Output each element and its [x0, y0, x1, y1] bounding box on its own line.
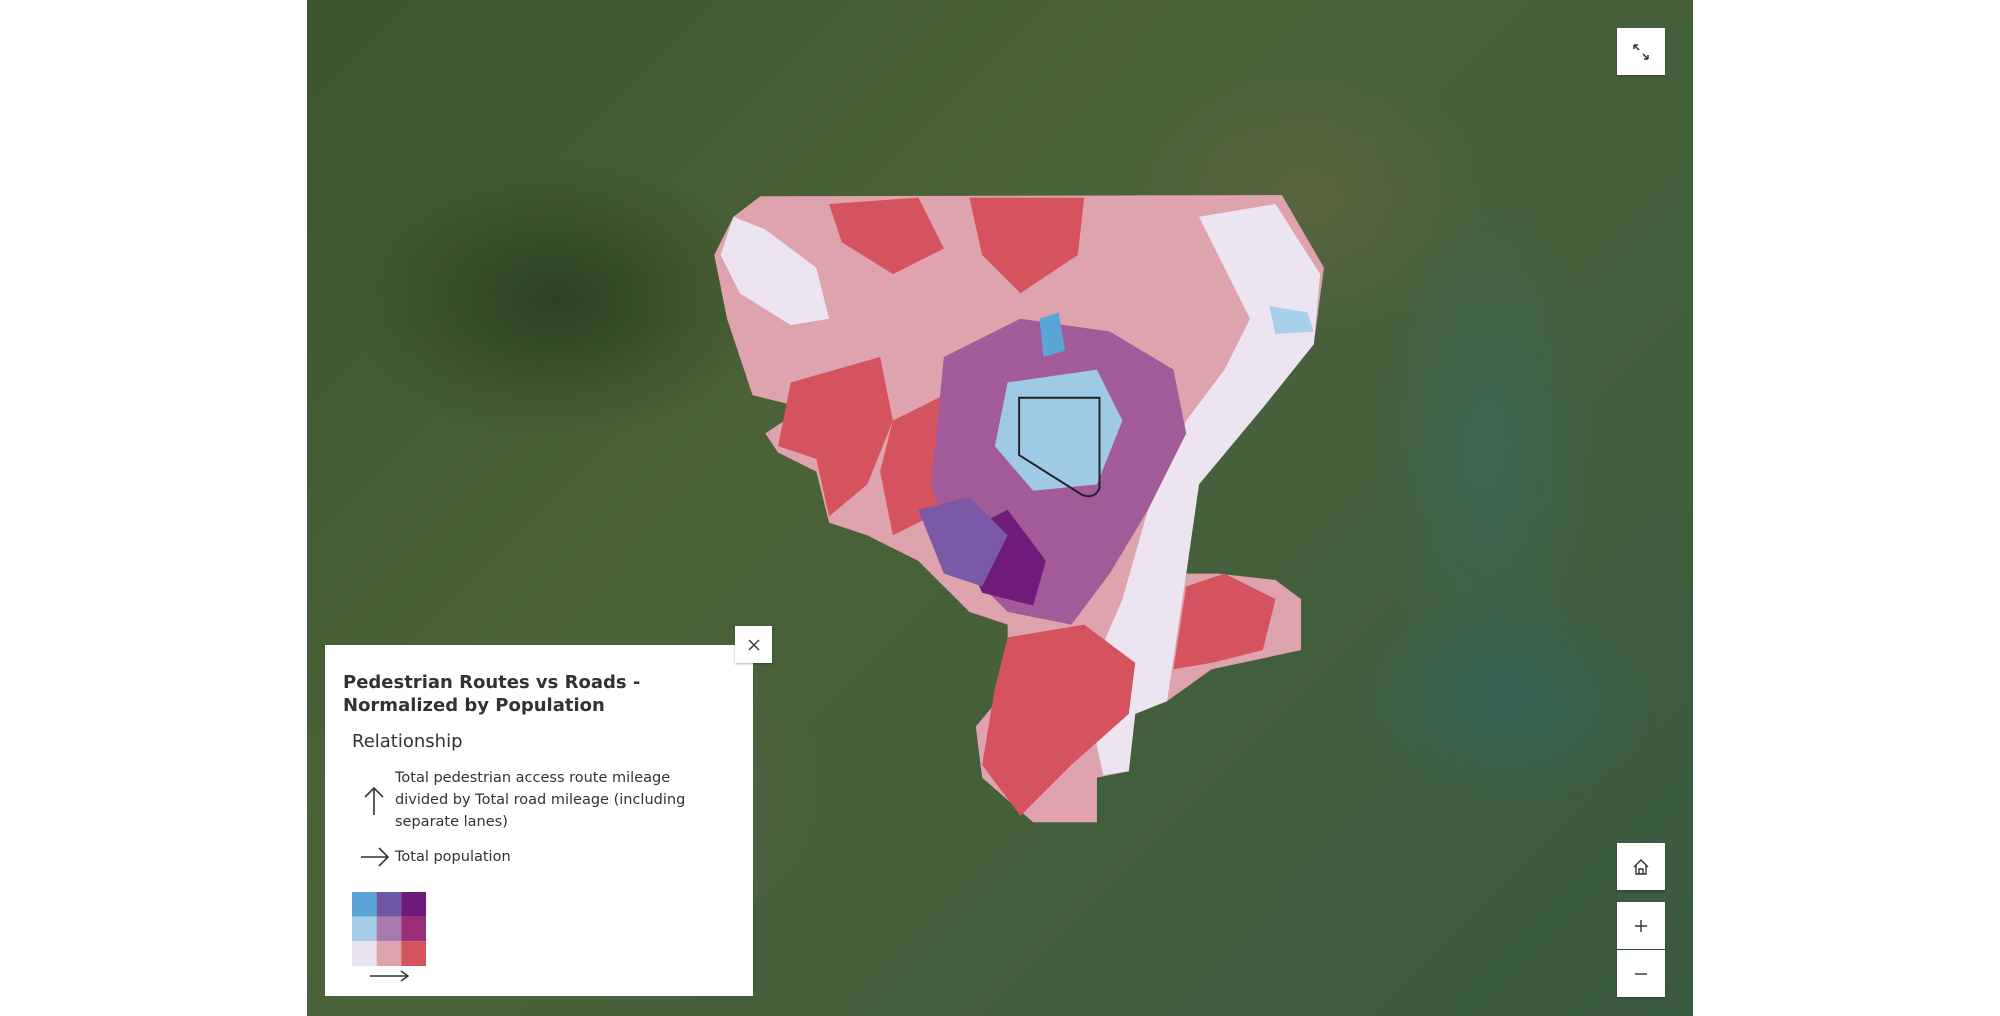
- legend-subtitle: Relationship: [352, 731, 463, 752]
- zoom-out-button[interactable]: [1617, 950, 1665, 997]
- region-blue: [1039, 312, 1066, 357]
- fullscreen-button[interactable]: [1617, 28, 1665, 75]
- close-icon: [748, 639, 759, 650]
- up-arrow-icon: [364, 786, 384, 815]
- legend-field-label: Total population: [395, 849, 511, 865]
- legend-field-label: Total pedestrian access route mileage di…: [395, 770, 686, 830]
- home-icon: [1633, 858, 1649, 875]
- zoom-in-button[interactable]: [1617, 902, 1665, 949]
- region-red: [829, 197, 944, 275]
- plus-icon: [1635, 919, 1647, 932]
- region-red: [982, 624, 1136, 816]
- right-arrow-icon: [361, 847, 390, 867]
- region-red: [778, 356, 893, 517]
- region-purple: [918, 497, 1008, 587]
- home-button[interactable]: [1617, 843, 1665, 890]
- expand-icon: [1633, 43, 1649, 60]
- legend-title: Pedestrian Routes vs Roads - Normalized …: [343, 672, 641, 716]
- region-red: [1173, 573, 1276, 670]
- region-pale: [720, 216, 830, 326]
- x-arrow-icon: [370, 970, 410, 982]
- minus-icon: [1635, 972, 1647, 975]
- bivariate-grid: [352, 892, 426, 966]
- region-blue: [1269, 305, 1314, 334]
- legend-panel: Pedestrian Routes vs Roads - Normalized …: [325, 645, 753, 996]
- city-boundary: [1018, 396, 1101, 498]
- close-legend-button[interactable]: [735, 626, 772, 663]
- region-red: [969, 197, 1085, 294]
- region-pale: [1084, 203, 1321, 776]
